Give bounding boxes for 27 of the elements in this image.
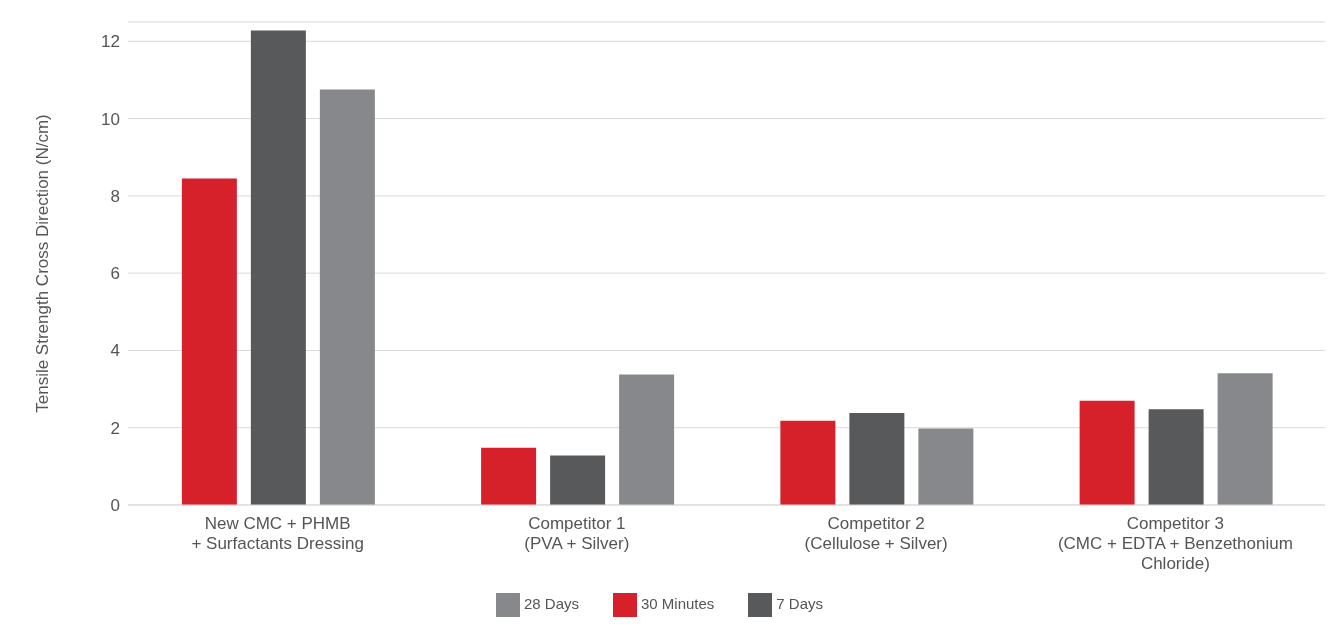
x-tick-label: New CMC + PHMB + Surfactants Dressing [191,514,364,553]
y-tick-label: 2 [110,418,120,438]
y-tick-label: 6 [110,264,120,284]
x-tick-label: Competitor 3 (CMC + EDTA + Benzethonium Chloride) [1057,514,1293,573]
y-tick-label: 10 [101,109,120,129]
bar [918,428,974,505]
y-tick-label: 0 [110,496,120,516]
legend-label: 7 Days [776,594,824,612]
bar [1079,400,1135,505]
bar [481,447,537,505]
y-tick-label: 12 [101,32,120,52]
bar [319,89,375,505]
bar [849,413,905,505]
bar [250,30,306,505]
y-tick-label: 4 [110,341,120,361]
bar [1217,373,1273,505]
x-tick-label: Competitor 1 (PVA + Silver) [524,514,630,553]
bar [619,374,675,505]
bar [780,420,836,505]
x-tick-label: Competitor 2 (Cellulose + Silver) [804,514,948,553]
bar [1148,409,1204,505]
y-tick-label: 8 [110,186,120,206]
legend-label: 28 Days [523,594,579,612]
bar [181,178,237,505]
y-axis-title: Tensile Strength Cross Direction (N/cm) [33,114,53,413]
bar [550,455,606,505]
legend-label: 30 Minutes [640,594,715,612]
